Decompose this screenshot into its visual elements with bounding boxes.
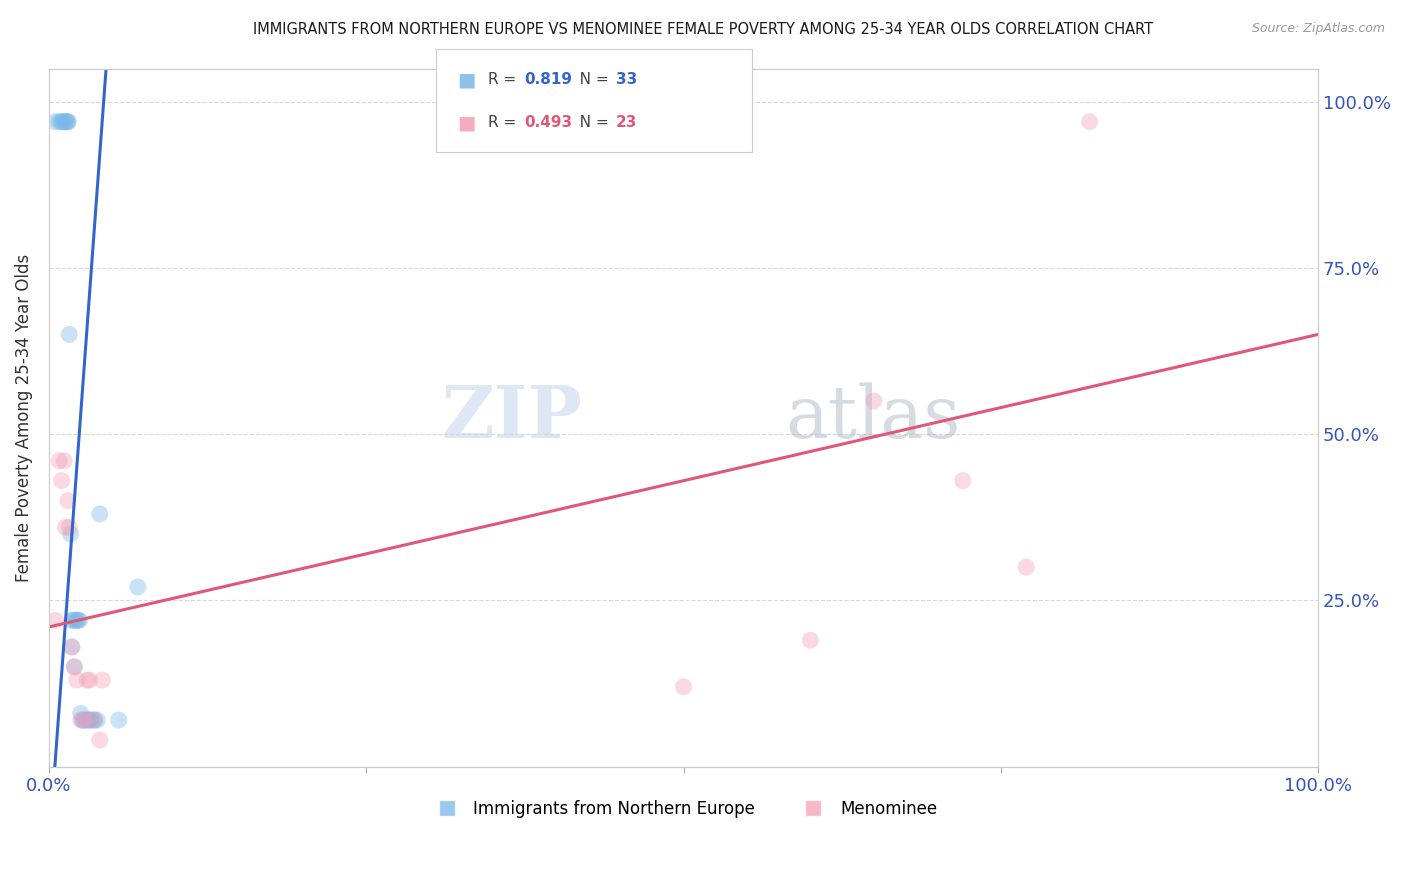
Text: 0.493: 0.493 [524, 115, 572, 130]
Point [1078, 114, 1101, 128]
Point [863, 393, 886, 408]
Point [127, 580, 149, 594]
Point [67, 613, 90, 627]
Point [80, 713, 103, 727]
Point [89, 507, 111, 521]
Point [66, 613, 89, 627]
Point [48, 114, 70, 128]
Point [48, 454, 70, 468]
Point [79, 713, 101, 727]
Text: IMMIGRANTS FROM NORTHERN EUROPE VS MENOMINEE FEMALE POVERTY AMONG 25-34 YEAR OLD: IMMIGRANTS FROM NORTHERN EUROPE VS MENOM… [253, 22, 1153, 37]
Text: R =: R = [488, 115, 522, 130]
Point [51, 474, 73, 488]
Text: 33: 33 [616, 72, 637, 87]
Y-axis label: Female Poverty Among 25-34 Year Olds: Female Poverty Among 25-34 Year Olds [15, 253, 32, 582]
Point [91, 673, 114, 687]
Point [77, 713, 100, 727]
Point [952, 474, 974, 488]
Point [799, 633, 821, 648]
Point [53, 114, 76, 128]
Text: ■: ■ [457, 70, 475, 89]
Point [67, 613, 90, 627]
Point [55, 114, 77, 128]
Point [60, 640, 83, 654]
Point [55, 114, 77, 128]
Point [53, 454, 76, 468]
Text: 0.819: 0.819 [524, 72, 572, 87]
Point [56, 114, 79, 128]
Point [672, 680, 695, 694]
Point [56, 114, 79, 128]
Text: N =: N = [565, 115, 613, 130]
Point [86, 713, 108, 727]
Point [51, 114, 73, 128]
Point [63, 660, 86, 674]
Text: R =: R = [488, 72, 522, 87]
Point [58, 327, 80, 342]
Point [79, 673, 101, 687]
Text: Source: ZipAtlas.com: Source: ZipAtlas.com [1251, 22, 1385, 36]
Point [69, 713, 91, 727]
Text: ZIP: ZIP [441, 382, 582, 453]
Point [82, 713, 104, 727]
Point [76, 713, 98, 727]
Point [73, 713, 96, 727]
Point [55, 520, 77, 534]
Point [107, 713, 129, 727]
Point [65, 613, 87, 627]
Point [56, 493, 79, 508]
Point [70, 713, 93, 727]
Text: ■: ■ [457, 113, 475, 132]
Point [66, 673, 89, 687]
Point [83, 713, 105, 727]
Point [72, 713, 94, 727]
Text: atlas: atlas [785, 383, 960, 453]
Point [89, 733, 111, 747]
Point [82, 713, 104, 727]
Point [1015, 560, 1038, 574]
Point [60, 613, 83, 627]
Legend: Immigrants from Northern Europe, Menominee: Immigrants from Northern Europe, Menomin… [423, 793, 943, 824]
Point [44, 613, 66, 627]
Point [51, 114, 73, 128]
Point [44, 114, 66, 128]
Point [73, 713, 96, 727]
Point [58, 520, 80, 534]
Point [59, 527, 82, 541]
Text: 23: 23 [616, 115, 637, 130]
Point [60, 640, 83, 654]
Point [62, 613, 84, 627]
Point [63, 660, 86, 674]
Point [76, 673, 98, 687]
Point [69, 706, 91, 721]
Text: N =: N = [565, 72, 613, 87]
